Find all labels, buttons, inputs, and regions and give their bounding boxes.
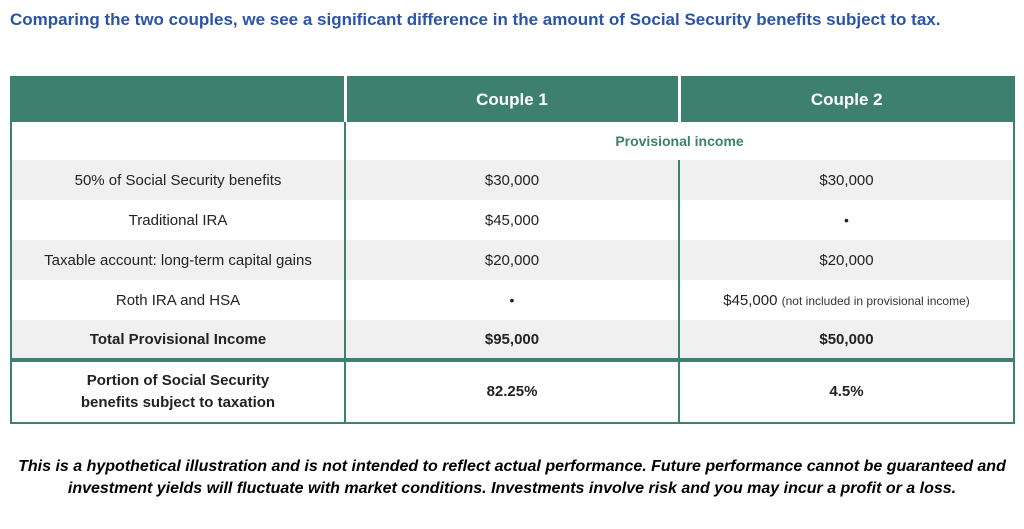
- row-couple-2-amount: $45,000: [723, 291, 778, 309]
- header-couple-2: Couple 2: [677, 76, 1015, 122]
- subheader-empty: [10, 122, 345, 160]
- total-couple-2: $50,000: [678, 320, 1015, 362]
- header-couple-1: Couple 1: [343, 76, 679, 122]
- disclaimer-text: This is a hypothetical illustration and …: [18, 458, 1006, 497]
- table-row: Roth IRA and HSA • $45,000 (not included…: [10, 280, 1015, 320]
- row-label: Roth IRA and HSA: [10, 280, 345, 320]
- table-header-row: Couple 1 Couple 2: [10, 76, 1015, 122]
- row-couple-2-value: $45,000 (not included in provisional inc…: [678, 280, 1015, 320]
- intro-heading: Comparing the two couples, we see a sign…: [10, 10, 941, 29]
- row-couple-2-value: $30,000: [678, 160, 1015, 200]
- portion-row: Portion of Social Security benefits subje…: [10, 360, 1015, 424]
- row-label: Traditional IRA: [10, 200, 345, 240]
- comparison-table: Couple 1 Couple 2 Provisional income 50%…: [10, 76, 1015, 424]
- row-label: 50% of Social Security benefits: [10, 160, 345, 200]
- total-row: Total Provisional Income $95,000 $50,000: [10, 320, 1015, 362]
- row-couple-1-value: •: [344, 280, 679, 320]
- portion-label: Portion of Social Security benefits subje…: [10, 360, 345, 424]
- total-couple-1: $95,000: [344, 320, 679, 362]
- row-couple-1-value: $30,000: [344, 160, 679, 200]
- row-label: Taxable account: long-term capital gains: [10, 240, 345, 280]
- row-couple-1-value: $45,000: [344, 200, 679, 240]
- portion-couple-1: 82.25%: [344, 360, 679, 424]
- row-couple-2-value: •: [678, 200, 1015, 240]
- table-row: Taxable account: long-term capital gains…: [10, 240, 1015, 280]
- row-couple-2-note: (not included in provisional income): [781, 293, 970, 308]
- table-row: Traditional IRA $45,000 •: [10, 200, 1015, 240]
- row-couple-2-value: $20,000: [678, 240, 1015, 280]
- portion-label-line-1: Portion of Social Security: [86, 372, 270, 389]
- total-label: Total Provisional Income: [10, 320, 345, 362]
- header-empty: [10, 76, 345, 122]
- portion-label-line-2: benefits subject to taxation: [80, 394, 276, 411]
- subheader-row: Provisional income: [10, 122, 1015, 160]
- table-row: 50% of Social Security benefits $30,000 …: [10, 160, 1015, 200]
- portion-couple-2: 4.5%: [678, 360, 1015, 424]
- provisional-income-subheader: Provisional income: [344, 122, 1015, 160]
- row-couple-1-value: $20,000: [344, 240, 679, 280]
